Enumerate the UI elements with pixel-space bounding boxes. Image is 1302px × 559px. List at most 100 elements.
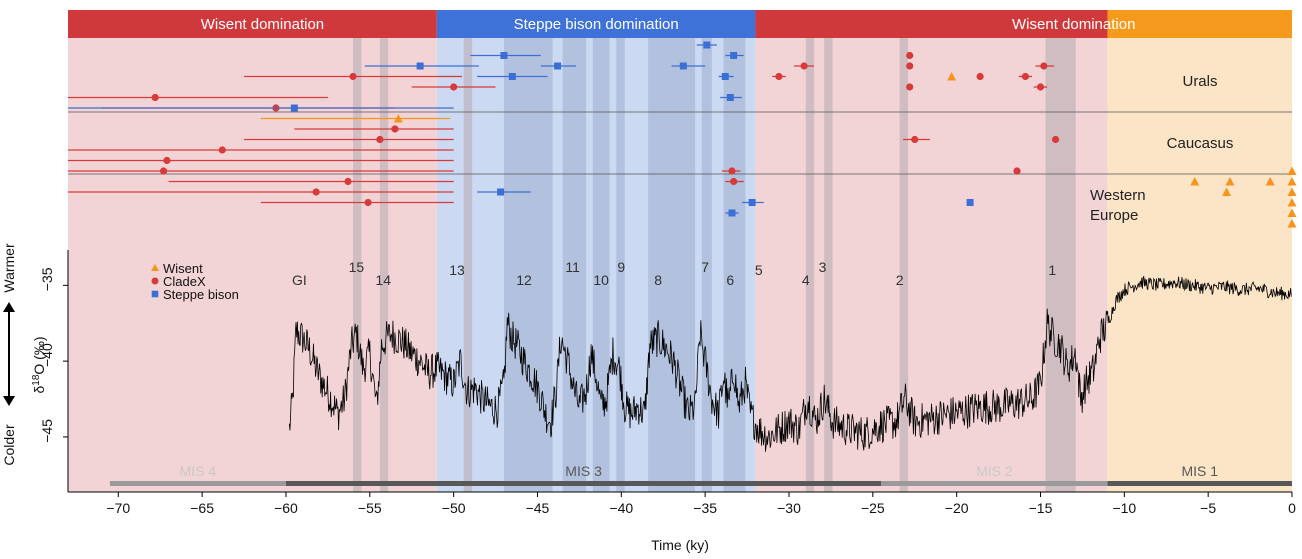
wisent-point	[1287, 177, 1297, 186]
gi-band	[562, 38, 587, 492]
cladex-point	[906, 83, 914, 91]
wisent-point	[1222, 187, 1232, 196]
steppe-bison-point	[497, 188, 505, 196]
legend-label: Wisent	[163, 261, 203, 276]
legend-label: Steppe bison	[163, 287, 239, 302]
cladex-point	[775, 72, 783, 81]
legend-label: CladeX	[163, 274, 206, 289]
wisent-point	[1287, 208, 1297, 217]
cladex-point	[159, 167, 168, 175]
cladex-point	[911, 135, 919, 144]
mis-label: MIS 4	[180, 463, 217, 479]
cladex-point	[1036, 83, 1045, 91]
x-tick-label: −35	[693, 500, 717, 516]
domination-band	[436, 10, 756, 38]
mis-label: MIS 3	[565, 463, 602, 479]
x-tick-label: −40	[609, 500, 633, 516]
region-label: Urals	[1182, 73, 1217, 90]
gi-band	[379, 38, 389, 492]
region-label: Caucasus	[1167, 135, 1234, 152]
gi-bands	[353, 38, 1076, 492]
gi-band	[723, 38, 746, 492]
steppe-bison-point	[748, 199, 756, 206]
steppe-bison-point	[726, 94, 734, 101]
legend-steppe-marker	[151, 290, 159, 298]
y-tick-label: −40	[39, 343, 55, 367]
wisent-point	[1287, 187, 1297, 196]
x-tick-label: −15	[1029, 500, 1053, 516]
region-dividers	[68, 111, 1292, 175]
gi-label: 15	[349, 259, 365, 275]
cladex-point	[976, 72, 984, 81]
gi-label: 13	[449, 262, 465, 278]
cladex-point	[163, 156, 171, 165]
y-tick-label: −35	[39, 267, 55, 291]
x-tick-label: −60	[274, 500, 298, 516]
x-axis-label: Time (ky)	[651, 537, 709, 553]
x-tick-label: −55	[358, 500, 382, 516]
gi-label: 6	[726, 272, 734, 288]
ice-core-line	[288, 276, 1292, 452]
cladex-point	[391, 125, 399, 133]
region-label: Western	[1090, 187, 1146, 204]
gi-band	[503, 38, 553, 492]
mis-label: MIS 1	[1181, 463, 1218, 479]
bg-zone-wisent	[68, 38, 437, 492]
gi-label: 11	[565, 259, 580, 275]
gi-label: GI	[292, 272, 307, 288]
wisent-point	[1287, 198, 1297, 207]
x-tick-label: −70	[106, 500, 130, 516]
wisent-point	[947, 72, 957, 81]
gi-label: 8	[654, 272, 662, 288]
x-tick-label: −30	[777, 500, 801, 516]
cladex-point	[349, 72, 357, 81]
gi-band	[805, 38, 815, 492]
arrow-down-icon	[3, 396, 15, 406]
gi-band	[1045, 38, 1076, 492]
y-tick-label: −45	[39, 419, 55, 443]
mis-label: MIS 2	[976, 463, 1013, 479]
steppe-bison-point	[703, 41, 711, 49]
steppe-bison-point	[721, 73, 729, 80]
domination-band-label: Steppe bison domination	[514, 16, 679, 33]
gi-band	[701, 38, 712, 492]
gi-band	[616, 38, 625, 492]
cladex-point	[151, 93, 159, 102]
gi-label: 12	[516, 272, 532, 288]
cladex-point	[364, 198, 372, 207]
x-tick-label: −65	[190, 500, 214, 516]
gi-band	[353, 38, 362, 492]
x-tick-label: −50	[442, 500, 466, 516]
labels: UralsCaucasusWesternEuropeGI151413121110…	[292, 73, 1233, 288]
gi-label: 10	[593, 272, 609, 288]
mis-bar	[1107, 481, 1292, 486]
domination-band	[1107, 10, 1292, 38]
gi-band	[899, 38, 909, 492]
cladex-point	[800, 62, 808, 70]
gi-label: 14	[375, 272, 391, 288]
cladex-point	[1021, 72, 1030, 81]
axes: −70 −65 −60 −55 −50 −45 −40 −35 −30 −25 −20 −15 −10−…	[1, 243, 1296, 553]
gi-label: 2	[896, 272, 904, 288]
domination-band-label: Wisent domination	[1012, 16, 1135, 33]
steppe-bison-point	[500, 52, 508, 59]
domination-band	[755, 10, 1108, 38]
cladex-point	[450, 83, 458, 91]
gi-label: 3	[819, 259, 827, 275]
gi-band	[648, 38, 696, 492]
warmer-label: Warmer	[1, 243, 17, 293]
legend-wisent-marker	[151, 264, 159, 271]
domination-bands: Wisent domination Steppe bison domination…	[68, 10, 1292, 38]
gi-label: 5	[755, 262, 763, 278]
x-tick-label: −20	[945, 500, 969, 516]
cladex-point	[218, 146, 226, 154]
cladex-point	[728, 167, 736, 175]
gi-label: 1	[1048, 262, 1056, 278]
x-tick-label: −25	[861, 500, 885, 516]
legend-cladex-marker	[151, 277, 159, 285]
wisent-point	[1265, 177, 1275, 186]
cladex-point	[1040, 62, 1048, 70]
gi-label: 7	[701, 259, 709, 275]
